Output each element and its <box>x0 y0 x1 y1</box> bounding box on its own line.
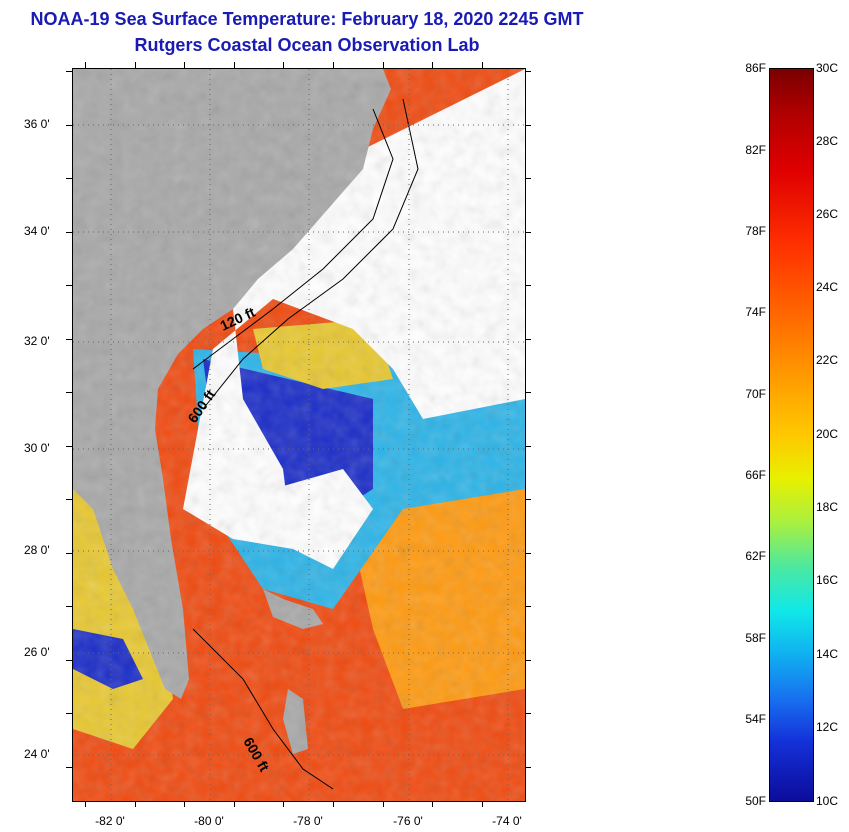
axis-tick <box>525 713 531 714</box>
axis-tick <box>525 659 531 661</box>
contour-line-600ft <box>202 98 419 410</box>
map-subtitle: Rutgers Coastal Ocean Observation Lab <box>134 35 480 55</box>
colorbar-f-54: 54F <box>745 712 766 726</box>
colorbar-f-86: 86F <box>745 61 766 75</box>
map-title: NOAA-19 Sea Surface Temperature: Februar… <box>30 9 584 29</box>
axis-tick <box>233 62 235 68</box>
axis-tick <box>525 231 531 233</box>
axis-tick <box>525 124 531 126</box>
axis-tick <box>85 62 86 68</box>
colorbar-f-62: 62F <box>745 549 766 563</box>
colorbar-c-24: 24C <box>816 280 839 294</box>
lat-label-32: 32 0' <box>24 334 50 348</box>
axis-tick <box>525 178 531 179</box>
axis-tick <box>66 285 72 286</box>
axis-tick <box>66 124 72 126</box>
axis-tick <box>481 62 483 68</box>
axis-tick <box>525 552 531 554</box>
colorbar-c-16: 16C <box>816 573 839 587</box>
axis-tick <box>66 231 72 233</box>
lat-label-36: 36 0' <box>24 117 50 131</box>
colorbar-c-14: 14C <box>816 647 839 661</box>
axis-tick <box>481 801 483 807</box>
lon-label-80: -80 0' <box>194 814 224 828</box>
axis-tick <box>66 499 72 500</box>
axis-tick <box>283 801 285 807</box>
axis-tick <box>66 71 72 72</box>
axis-tick <box>85 801 86 807</box>
contour-line-120ft <box>192 108 394 370</box>
axis-tick <box>525 766 531 768</box>
axis-tick <box>525 445 531 447</box>
axis-tick <box>333 62 334 68</box>
axis-tick <box>382 801 384 807</box>
axis-tick <box>333 801 334 807</box>
axis-tick <box>525 606 531 607</box>
axis-tick <box>525 71 531 72</box>
axis-tick <box>184 801 186 807</box>
colorbar-f-58: 58F <box>745 631 766 645</box>
colorbar-c-30: 30C <box>816 61 839 75</box>
lat-label-24: 24 0' <box>24 747 50 761</box>
axis-tick <box>66 338 72 340</box>
colorbar-c-26: 26C <box>816 207 839 221</box>
sst-texture <box>73 69 525 801</box>
axis-tick <box>525 285 531 286</box>
lat-label-34: 34 0' <box>24 224 50 238</box>
axis-tick <box>432 62 434 68</box>
axis-tick <box>382 62 384 68</box>
contour-line-bahamas <box>192 628 334 790</box>
axis-tick <box>525 499 531 500</box>
colorbar-c-18: 18C <box>816 500 839 514</box>
axis-tick <box>134 801 136 807</box>
lat-label-26: 26 0' <box>24 645 50 659</box>
graticule <box>73 69 525 801</box>
axis-tick <box>184 62 186 68</box>
axis-tick <box>66 606 72 607</box>
colorbar-f-70: 70F <box>745 387 766 401</box>
axis-tick <box>66 178 72 179</box>
lon-label-82: -82 0' <box>95 814 125 828</box>
colorbar-f-66: 66F <box>745 468 766 482</box>
axis-tick <box>66 552 72 554</box>
colorbar-f-82: 82F <box>745 143 766 157</box>
lon-label-76: -76 0' <box>393 814 423 828</box>
lat-label-30: 30 0' <box>24 441 50 455</box>
axis-tick <box>66 392 72 393</box>
axis-tick <box>525 338 531 340</box>
axis-tick <box>233 801 235 807</box>
colorbar-f-50: 50F <box>745 794 766 808</box>
colorbar-f-78: 78F <box>745 224 766 238</box>
colorbar-f-74: 74F <box>745 305 766 319</box>
axis-tick <box>66 713 72 714</box>
sst-map: 120 ft 600 ft 600 ft <box>72 68 526 802</box>
axis-tick <box>432 801 434 807</box>
colorbar-c-10: 10C <box>816 794 839 808</box>
axis-tick <box>283 62 285 68</box>
lon-label-74: -74 0' <box>492 814 522 828</box>
axis-tick <box>66 659 72 661</box>
axis-tick <box>66 766 72 768</box>
colorbar-c-12: 12C <box>816 720 839 734</box>
axis-tick <box>134 62 136 68</box>
axis-tick <box>66 445 72 447</box>
lon-label-78: -78 0' <box>293 814 323 828</box>
colorbar-c-20: 20C <box>816 427 839 441</box>
temperature-colorbar <box>769 68 814 802</box>
axis-tick <box>525 392 531 393</box>
colorbar-c-28: 28C <box>816 134 839 148</box>
colorbar-c-22: 22C <box>816 353 839 367</box>
sst-map-canvas: 120 ft 600 ft 600 ft <box>73 69 525 801</box>
lat-label-28: 28 0' <box>24 543 50 557</box>
